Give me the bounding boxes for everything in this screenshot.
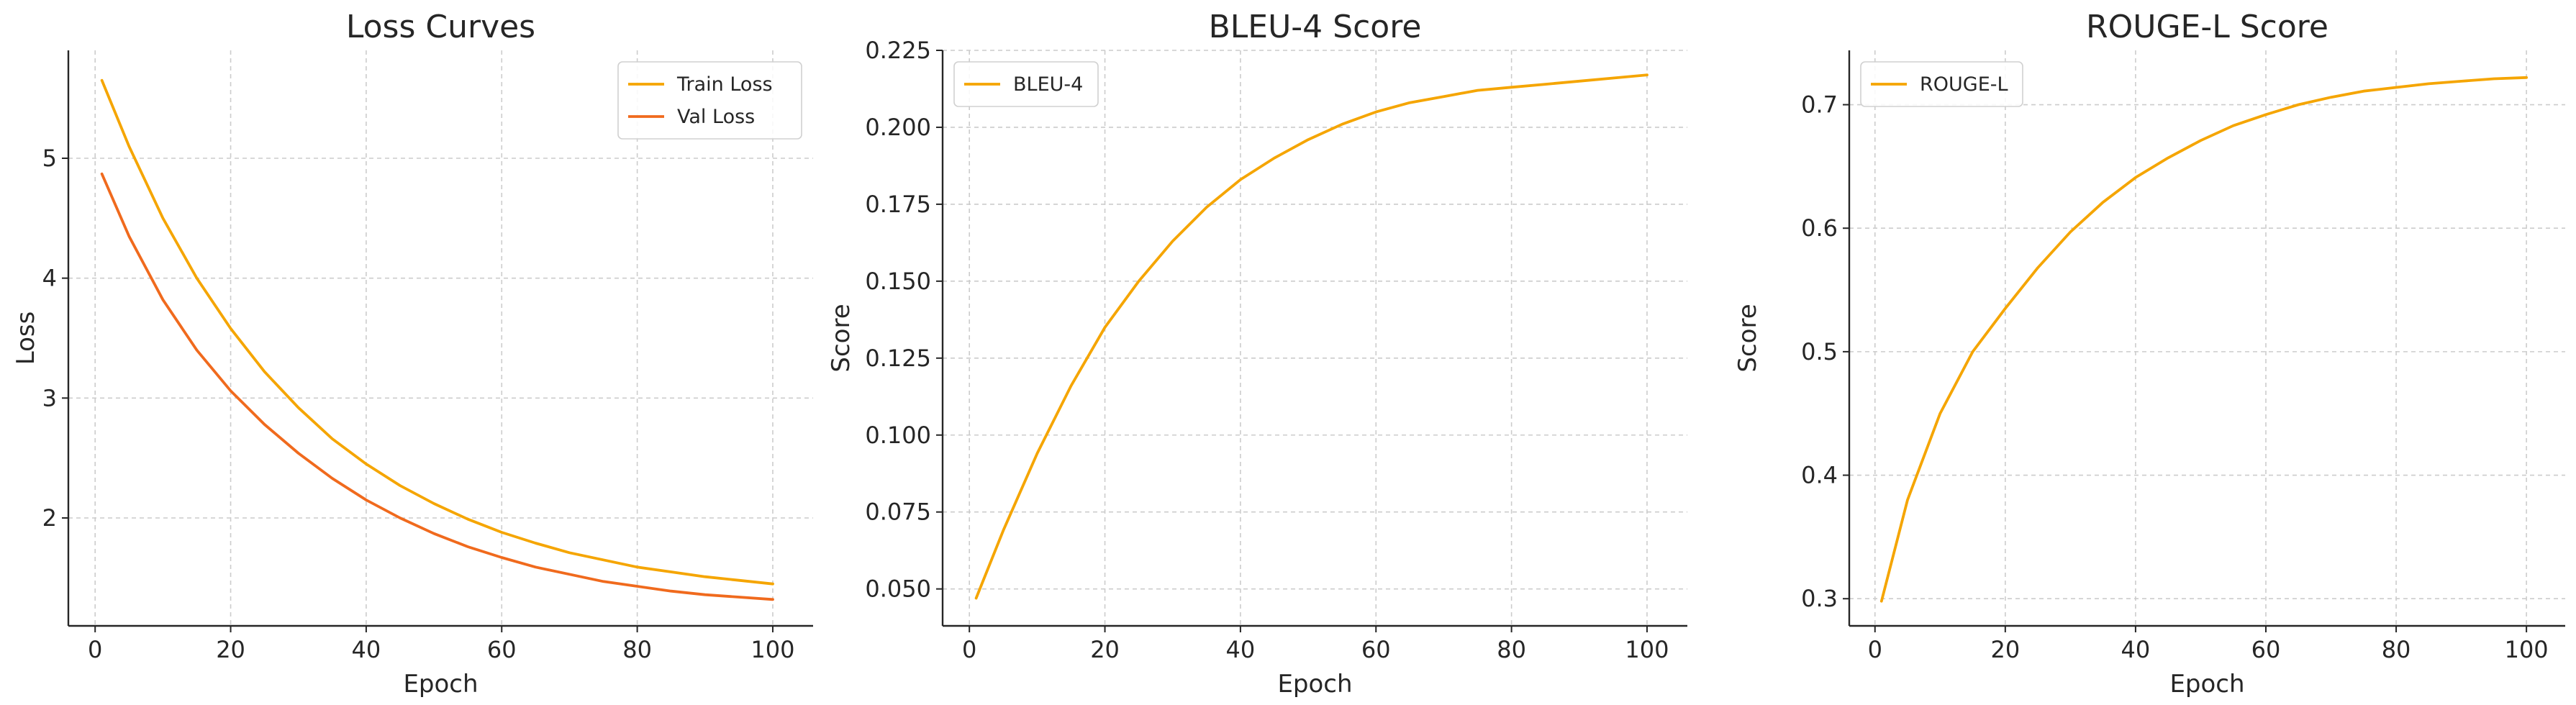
legend-box — [1860, 61, 2023, 107]
series-line-1 — [1879, 76, 2528, 603]
y-tick-label: 0.6 — [1801, 214, 1838, 242]
x-axis-label: Epoch — [403, 670, 478, 699]
x-tick-label: 100 — [1625, 636, 1669, 663]
y-axis-label: Score — [827, 304, 856, 372]
y-tick-label: 2 — [42, 504, 57, 532]
y-tick-label: 0.100 — [865, 422, 931, 449]
x-axis-label: Epoch — [1277, 670, 1352, 699]
x-tick-label: 20 — [1090, 636, 1120, 663]
legend: BLEU-4 — [953, 61, 1099, 107]
y-tick-label: 0.150 — [865, 268, 931, 295]
x-tick-label: 60 — [487, 636, 517, 663]
legend: ROUGE-L — [1860, 61, 2023, 107]
y-tick-label: 0.7 — [1801, 91, 1838, 119]
series-line-1 — [974, 73, 1648, 600]
x-tick-label: 40 — [1226, 636, 1256, 663]
x-tick-label: 80 — [622, 636, 652, 663]
x-tick-label: 40 — [352, 636, 381, 663]
y-tick-label: 0.175 — [865, 191, 931, 218]
y-tick-label: 0.4 — [1801, 462, 1838, 489]
y-tick-label: 5 — [42, 145, 57, 172]
legend-label: Train Loss — [676, 73, 773, 96]
y-tick-label: 4 — [42, 265, 57, 292]
x-tick-label: 80 — [2382, 636, 2411, 663]
y-tick-label: 0.3 — [1801, 585, 1838, 612]
y-tick-label: 3 — [42, 384, 57, 411]
x-tick-label: 0 — [88, 636, 102, 663]
x-tick-label: 20 — [1990, 636, 2020, 663]
legend-label: BLEU-4 — [1013, 73, 1083, 96]
legend-label: ROUGE-L — [1920, 73, 2008, 96]
chart-panel-1: 0 20 40 60 80 100 2 3 4 5 Loss Curves Epoch Loss Trai… — [12, 9, 813, 699]
y-tick-label: 0.075 — [865, 499, 931, 526]
y-tick-label: 0.200 — [865, 114, 931, 141]
series-line-2 — [100, 172, 774, 601]
chart-title: Loss Curves — [346, 9, 535, 45]
chart-title: ROUGE-L Score — [2086, 9, 2328, 45]
x-tick-label: 100 — [2505, 636, 2549, 663]
y-axis-label: Score — [1733, 304, 1762, 372]
x-tick-label: 80 — [1497, 636, 1526, 663]
grid — [68, 50, 813, 626]
x-tick-label: 100 — [750, 636, 794, 663]
x-tick-label: 60 — [2251, 636, 2281, 663]
grid — [943, 50, 1687, 626]
x-tick-label: 60 — [1361, 636, 1391, 663]
chart-title: BLEU-4 Score — [1209, 9, 1422, 45]
legend-label: Val Loss — [677, 106, 755, 128]
x-tick-label: 40 — [2121, 636, 2151, 663]
y-tick-label: 0.050 — [865, 576, 931, 603]
y-tick-label: 0.125 — [865, 345, 931, 372]
series-line-1 — [100, 78, 774, 586]
legend-box — [953, 61, 1099, 107]
y-axis-label: Loss — [12, 311, 40, 365]
x-tick-label: 0 — [1868, 636, 1882, 663]
x-tick-label: 20 — [216, 636, 245, 663]
legend-box — [617, 61, 802, 140]
legend: Train Loss Val Loss — [617, 61, 802, 140]
y-tick-label: 0.5 — [1801, 338, 1838, 365]
x-tick-label: 0 — [962, 636, 976, 663]
y-tick-label: 0.225 — [865, 37, 931, 64]
chart-panel-3: 0 20 40 60 80 100 0.3 0.4 0.5 0.6 0.7 ROUGE-L Score… — [1733, 9, 2565, 699]
chart-panel-2: 0 20 40 60 80 100 0.050 0.075 0.100 0.125 0.150 0.1… — [827, 9, 1687, 699]
x-axis-label: Epoch — [2169, 670, 2244, 699]
